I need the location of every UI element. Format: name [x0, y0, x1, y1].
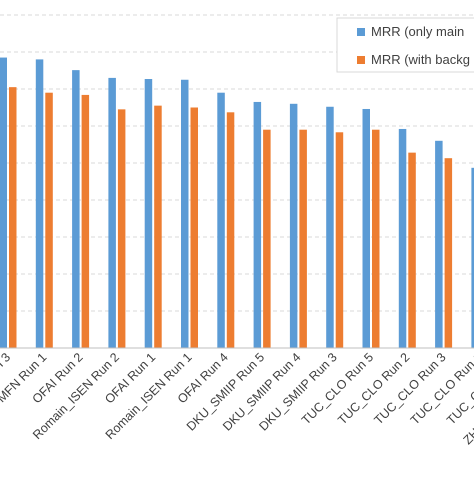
bar-series-1 — [144, 79, 153, 348]
bar-series-2 — [299, 129, 307, 348]
legend: MRR (only main MRR (with backg — [336, 17, 474, 73]
bar-series-2 — [226, 112, 235, 348]
bar-series-1 — [217, 92, 225, 348]
bar-series-1 — [289, 103, 298, 348]
bar-series-1 — [72, 70, 80, 348]
bar-series-2 — [408, 152, 416, 348]
bar-series-1 — [108, 77, 116, 349]
bar-series-2 — [190, 107, 198, 348]
legend-swatch-series-1 — [357, 28, 365, 36]
bar-series-2 — [372, 129, 380, 348]
bar-series-1 — [35, 59, 44, 349]
bar-series-1 — [0, 57, 7, 349]
bars — [0, 57, 474, 349]
bar-series-1 — [181, 79, 189, 348]
bar-series-2 — [444, 158, 453, 348]
bar-series-2 — [335, 132, 344, 348]
bar-series-1 — [435, 140, 443, 348]
bar-series-2 — [81, 94, 90, 348]
legend-label-series-1: MRR (only main — [371, 24, 464, 39]
bar-series-1 — [253, 101, 262, 348]
bar-series-2 — [9, 87, 17, 349]
bar-series-1 — [398, 128, 407, 348]
bar-series-1 — [471, 167, 474, 348]
bar-series-1 — [362, 108, 370, 348]
legend-label-series-2: MRR (with backg — [371, 52, 470, 67]
bar-series-1 — [326, 106, 334, 348]
bar-series-2 — [117, 109, 126, 348]
bar-series-2 — [45, 92, 53, 348]
legend-swatch-series-2 — [357, 56, 365, 64]
bar-series-2 — [263, 129, 271, 348]
bar-series-2 — [154, 105, 162, 349]
